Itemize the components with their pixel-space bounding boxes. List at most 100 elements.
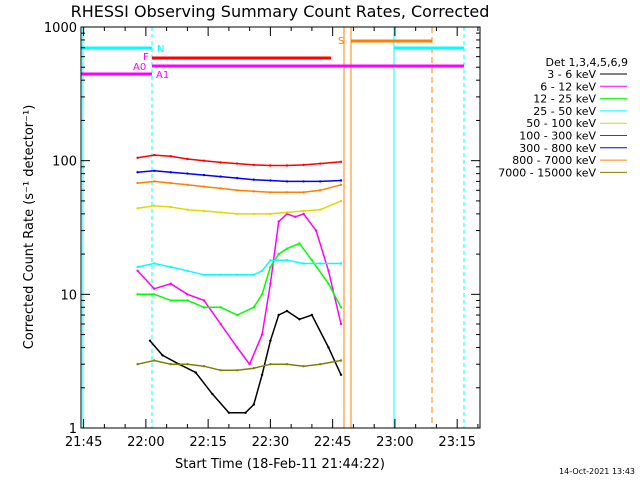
x-axis-label: Start Time (18-Feb-11 21:44:22) [175,457,385,472]
flag-label-a1: A1 [156,70,169,81]
data-point [285,259,289,262]
series-line [137,180,342,194]
data-point [186,157,189,161]
data-point [219,369,222,372]
data-point [252,212,255,216]
data-point [252,163,255,167]
data-point [186,183,189,186]
y-tick-label: 100 [52,155,77,170]
data-point [169,363,172,366]
data-point [236,369,239,372]
series-line [137,359,342,372]
data-point [236,346,239,349]
series-line [137,170,342,183]
series-line [149,310,342,414]
data-point [169,171,172,174]
data-point [202,173,206,177]
data-point [260,293,264,296]
data-point [153,180,156,183]
data-point [236,162,239,165]
data-point [298,318,301,321]
data-point [219,211,222,214]
data-point [339,160,343,163]
data-point [285,247,289,250]
data-point [153,287,156,290]
y-tick-label: 10 [60,288,77,303]
data-point [285,309,289,313]
data-point [269,259,272,262]
data-point [202,365,206,368]
data-point [186,269,189,272]
data-point [169,299,172,302]
data-point [339,359,343,362]
data-point [319,208,322,211]
legend-entry-label: 50 - 100 keV [526,117,596,130]
data-point [269,164,272,167]
x-tick-label: 22:30 [252,435,289,450]
data-point [169,265,172,269]
data-point [260,333,264,336]
data-point [136,363,139,366]
data-point [153,359,156,362]
data-point [310,259,314,262]
series-line [137,154,342,167]
series-line [137,200,342,215]
data-point [161,354,164,357]
legend-entry-label: 12 - 25 keV [533,93,596,106]
data-point [136,181,139,185]
flag-label-a0: A0 [133,62,146,73]
y-tick-label: 1000 [44,21,77,36]
legend-entry-label: 7000 - 15000 keV [498,166,596,179]
data-point [327,269,330,272]
data-point [153,204,156,207]
data-point [136,269,139,272]
data-point [219,175,222,178]
data-point [302,180,305,183]
data-point [252,190,255,193]
data-point [248,363,251,366]
data-point [136,207,139,210]
data-point [244,411,247,414]
data-point [236,176,239,180]
legend-entry-label: 300 - 800 keV [519,142,596,155]
data-point [219,322,222,326]
data-point [277,252,280,256]
data-point [148,339,152,342]
data-point [136,156,139,159]
data-point [153,262,156,265]
data-point [202,209,206,213]
data-point [339,306,343,309]
data-point [202,273,206,276]
x-tick-label: 22:45 [314,435,351,450]
data-point [285,211,289,214]
data-point [136,171,139,174]
data-point [236,313,239,317]
data-point [339,179,343,182]
data-point [339,373,343,376]
data-point [236,212,239,216]
data-point [260,269,264,272]
data-point [269,212,272,216]
data-point [285,363,289,366]
x-tick-label: 22:15 [189,435,226,450]
data-point [339,183,343,186]
data-point [186,293,189,296]
x-tick-label: 23:15 [438,435,475,450]
x-tick-label: 23:00 [376,435,413,450]
data-point [202,159,206,162]
data-point [294,215,297,218]
data-point [236,273,239,276]
legend-entry-label: 100 - 300 keV [519,130,596,143]
legend-entry-label: 3 - 6 keV [547,68,596,81]
series-layer [136,153,343,414]
data-point [252,403,255,406]
flag-label-n: N [157,44,164,55]
data-point [202,306,206,309]
y-axis-label: Corrected Count Rate (s⁻¹ detector⁻¹) [22,105,37,350]
flag-label-s: S [338,36,344,47]
data-point [169,205,172,209]
x-tick-label: 22:00 [127,435,164,450]
